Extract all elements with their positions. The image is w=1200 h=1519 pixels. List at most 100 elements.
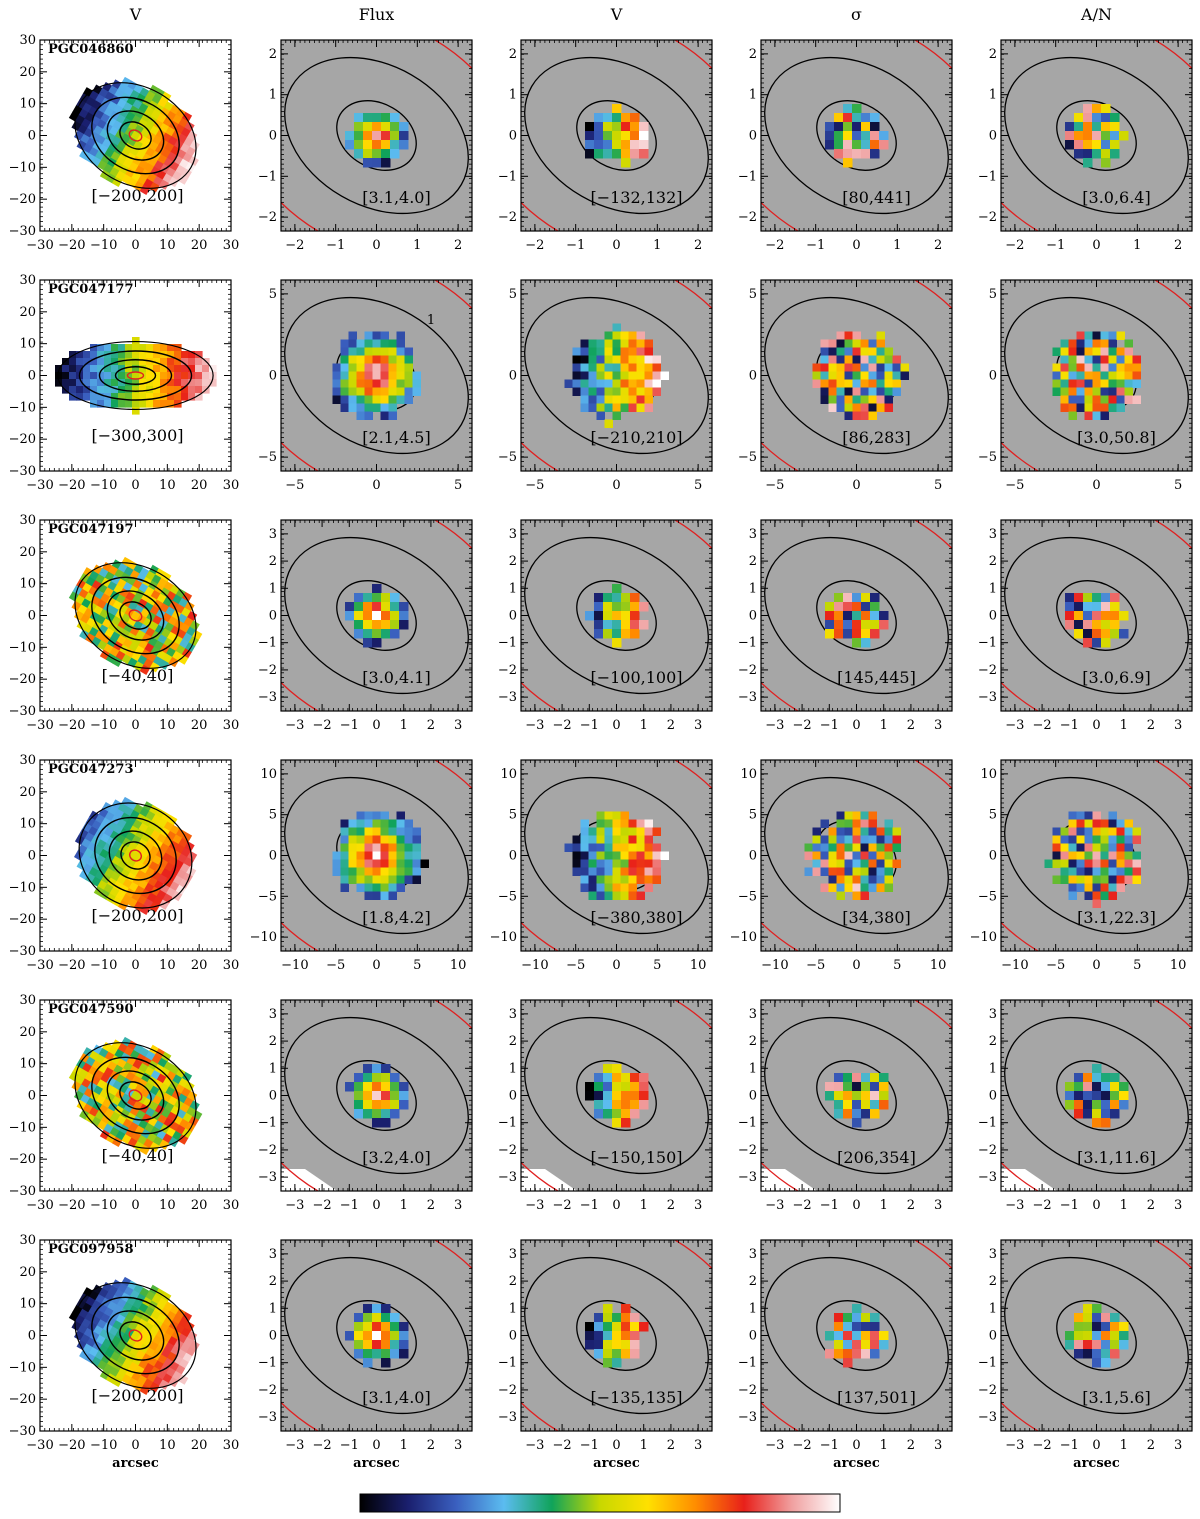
panel-spaxel <box>870 611 880 621</box>
panel-spaxel <box>868 363 877 372</box>
large-map-bin <box>83 386 91 394</box>
panel-spaxel <box>636 363 645 372</box>
panel-isophote-outer <box>1004 536 1189 695</box>
large-map-bin <box>160 400 168 408</box>
panel-spaxel <box>612 638 622 648</box>
panel-spaxel <box>621 122 631 132</box>
large-map-bin <box>153 344 161 352</box>
panel-spaxel <box>876 355 885 364</box>
large-map-bin <box>132 407 140 415</box>
panel-spaxel <box>852 149 862 159</box>
panel-spaxel <box>628 339 637 348</box>
panel-spaxel <box>380 339 389 348</box>
panel-spaxel <box>580 851 589 860</box>
panel-contours <box>521 40 712 231</box>
panel-spaxel <box>852 411 861 420</box>
panel-spaxel <box>825 611 835 621</box>
large-map-ytick-label: −30 <box>9 944 36 959</box>
panel-spaxel <box>372 620 382 630</box>
large-map-bin <box>160 358 168 366</box>
panel-spaxel <box>1068 339 1077 348</box>
panel-spaxel <box>1083 149 1093 159</box>
large-map-bin <box>139 365 147 373</box>
panel-spaxel <box>381 140 391 150</box>
panel-spaxel <box>340 379 349 388</box>
large-map-bin <box>104 386 112 394</box>
panel-spaxel <box>636 371 645 380</box>
panel-xtick-label: 3 <box>934 718 942 733</box>
large-map-bin <box>160 372 168 380</box>
panel-spaxel <box>572 371 581 380</box>
panel-spaxel <box>596 371 605 380</box>
panel-spaxel <box>388 819 397 828</box>
panel-spaxel <box>363 602 373 612</box>
panel-spaxel <box>372 584 382 594</box>
panel-spaxel <box>1092 611 1102 621</box>
panel-plot-area <box>281 280 472 471</box>
panel-spaxel <box>580 403 589 412</box>
panel-spaxel <box>639 131 649 141</box>
panel-spaxel <box>843 602 853 612</box>
large-map-bin <box>181 358 189 366</box>
large-map-bin <box>146 379 154 387</box>
panel-spaxel <box>596 827 605 836</box>
panel-isophote-outer <box>764 56 949 215</box>
panel-spaxel <box>390 602 400 612</box>
panel-xtick-label: 1 <box>893 238 901 253</box>
panel-range-label: [3.0,6.4] <box>1082 188 1150 207</box>
panel-spaxel <box>1074 122 1084 132</box>
panel-spaxel <box>1084 339 1093 348</box>
panel-spaxel <box>388 851 397 860</box>
panel-spaxel <box>639 620 649 630</box>
panel-spaxel <box>381 602 391 612</box>
large-map-range-label: [−40,40] <box>102 666 174 685</box>
panel-spaxel <box>332 387 341 396</box>
panel-spaxel <box>345 611 355 621</box>
large-map-bin <box>149 182 160 193</box>
panel-spaxel <box>1100 403 1109 412</box>
panel-spaxel <box>1132 395 1141 404</box>
large-map-isophote <box>106 110 165 161</box>
panel-spaxel <box>884 355 893 364</box>
panel-spaxel <box>372 158 382 168</box>
panel-spaxel <box>636 387 645 396</box>
panel-isophote-outer <box>284 296 469 455</box>
panel-spaxel <box>1100 339 1109 348</box>
panel-spaxel <box>630 593 640 603</box>
panel-spaxel <box>1065 131 1075 141</box>
large-map-bin <box>174 351 182 359</box>
panel-spaxel <box>396 339 405 348</box>
panel-spaxel <box>396 835 405 844</box>
panel-spaxel <box>1092 339 1101 348</box>
panel-spaxel <box>620 403 629 412</box>
panel-spaxel <box>1092 149 1102 159</box>
panel-isophote-outer <box>764 296 949 455</box>
panel-spaxel <box>399 140 409 150</box>
panel-spaxel <box>1116 355 1125 364</box>
panel-spaxel <box>585 131 595 141</box>
panel-spaxel <box>596 819 605 828</box>
panel-contours <box>1001 40 1192 231</box>
panel-spaxel <box>652 363 661 372</box>
panel-xtick-label: 5 <box>934 478 942 493</box>
panel-xtick-label: −5 <box>765 478 784 493</box>
large-map-bin <box>125 358 133 366</box>
panel-spaxel <box>588 339 597 348</box>
large-map-velocity-field <box>68 556 203 675</box>
panel-spaxel <box>596 859 605 868</box>
panel-ytick-label: −5 <box>258 450 277 465</box>
large-map-xtick-label: 20 <box>191 958 208 973</box>
panel-spaxel <box>1100 411 1109 420</box>
panel-spaxel <box>604 331 613 340</box>
panel-spaxel <box>412 843 421 852</box>
panel-σ-map: −2 −2 −1 −1 0 0 1 1 2 2 [80,441] <box>738 39 953 253</box>
large-map-bin <box>177 654 189 665</box>
panel-spaxel <box>1068 371 1077 380</box>
panel-spaxel <box>630 131 640 141</box>
large-map-aperture-contour <box>128 609 143 622</box>
panel-spaxel <box>588 827 597 836</box>
large-map-bin <box>69 379 77 387</box>
panel-spaxel <box>404 875 413 884</box>
panel-xtick-label: 0 <box>852 478 860 493</box>
